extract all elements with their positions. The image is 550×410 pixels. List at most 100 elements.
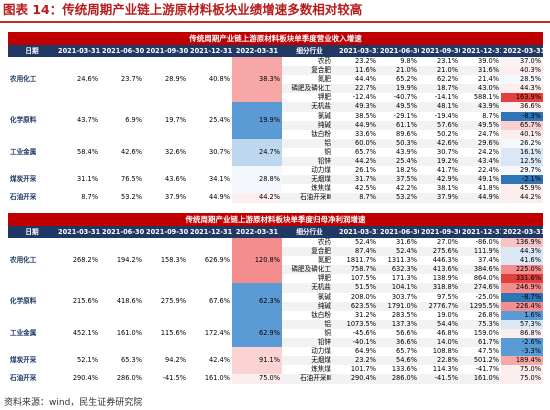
subindustry-name: 钾肥: [282, 93, 337, 103]
group-value: 44.9%: [188, 193, 232, 203]
subindustry-name: 氮肥: [282, 256, 337, 266]
subindustry-value: 25.4%: [378, 157, 419, 167]
subindustry-value: 246.9%: [501, 283, 543, 293]
subindustry-value: 48.1%: [419, 102, 460, 112]
header-cell: 2021-06-30: [100, 45, 144, 57]
subindustry-value: 22.7%: [337, 84, 378, 94]
subindustry-value: 283.5%: [378, 310, 419, 320]
subindustry-value: -40.7%: [378, 93, 419, 103]
subindustry-value: 38.5%: [337, 111, 378, 121]
header-cell: 日期: [8, 45, 56, 57]
figure-title: 图表 14：传统周期产业链上游原材料板块业绩增速多数相对较高: [3, 2, 363, 17]
subindustry-value: 290.4%: [337, 374, 378, 384]
group-value: 275.9%: [144, 283, 188, 320]
subindustry-value: 19.0%: [419, 310, 460, 320]
subindustry-value: 1791.0%: [378, 301, 419, 311]
subindustry-value: -14.1%: [419, 93, 460, 103]
group-value: 25.4%: [188, 102, 232, 139]
subindustry-value: 864.0%: [460, 274, 501, 284]
subindustry-value: 51.5%: [337, 283, 378, 293]
subindustry-value: 54.6%: [378, 356, 419, 366]
table-row: 无烟煤 23.2% 54.6% 22.8% 501.2% 189.4%: [8, 356, 543, 366]
group-value: 58.4%: [56, 138, 100, 167]
subindustry-value: 57.6%: [419, 120, 460, 130]
profit-growth-table: 日期 2021-03-31 2021-06-30 2021-09-30 2021-12-…: [8, 226, 543, 384]
subindustry-value: -8.3%: [501, 111, 543, 121]
table-row: 煤炭开采 31.1% 76.5% 43.6% 34.1% 28.8% 动力煤 26.1% 18.…: [8, 166, 543, 194]
subindustry-value: -2.6%: [501, 338, 543, 348]
subindustry-value: 501.2%: [460, 356, 501, 366]
profit-banner-title: 传统周期产业链上游原材料板块单季度归母净利润增速: [8, 213, 543, 226]
subindustry-name: 铜: [282, 328, 337, 339]
group-value: 34.1%: [188, 166, 232, 194]
group-value: 24.7%: [232, 138, 282, 167]
subindustry-name: 炼焦煤: [282, 365, 337, 375]
subindustry-value: 56.6%: [378, 328, 419, 339]
subindustry-value: 97.5%: [419, 292, 460, 302]
header-cell: 2021-09-30: [419, 226, 460, 238]
subindustry-value: 23.2%: [337, 356, 378, 366]
subindustry-value: 44.2%: [501, 193, 543, 203]
table-row: 化学原料 215.6% 418.6% 275.9% 67.6% 62.3% 无机盐 51.5%…: [8, 283, 543, 320]
group-value: 94.2%: [144, 347, 188, 375]
header-cell: 2021-06-30: [100, 226, 144, 238]
subindustry-value: 40.3%: [501, 66, 543, 76]
subindustry-value: 16.1%: [501, 147, 543, 158]
group-value: 30.7%: [188, 138, 232, 167]
subindustry-value: 44.3%: [501, 247, 543, 257]
group-value: 31.1%: [56, 166, 100, 194]
subindustry-value: 65.7%: [337, 147, 378, 158]
subindustry-value: 49.5%: [378, 102, 419, 112]
group-value: 42.6%: [100, 138, 144, 167]
subindustry-value: 30.7%: [419, 147, 460, 158]
group-value: 286.0%: [100, 374, 144, 384]
subindustry-value: 75.3%: [460, 319, 501, 329]
subindustry-name: 磷肥及磷化工: [282, 84, 337, 94]
subindustry-name: 氮肥: [282, 75, 337, 85]
header-cell: 2022-03-31: [232, 45, 282, 57]
group-value: 268.2%: [56, 238, 100, 284]
subindustry-value: 226.4%: [501, 301, 543, 311]
group-value: 43.7%: [56, 102, 100, 139]
header-cell: 2021-03-31: [56, 45, 100, 57]
subindustry-value: 41.8%: [460, 184, 501, 194]
header-cell: 2021-09-30: [144, 226, 188, 238]
revenue-table-header: 日期 2021-03-31 2021-06-30 2021-09-30 2021-12-…: [8, 45, 543, 57]
subindustry-name: 石油开采Ⅲ: [282, 374, 337, 384]
subindustry-value: 50.2%: [419, 129, 460, 139]
subindustry-value: 61.1%: [378, 120, 419, 130]
subindustry-value: 37.9%: [419, 193, 460, 203]
subindustry-value: 24.7%: [460, 129, 501, 139]
header-cell: 2021-03-31: [337, 226, 378, 238]
subindustry-value: 171.3%: [378, 274, 419, 284]
subindustry-value: 1811.7%: [337, 256, 378, 266]
group-value: 194.2%: [100, 238, 144, 284]
header-cell: 2021-12-31: [460, 45, 501, 57]
subindustry-value: 65.7%: [378, 347, 419, 357]
subindustry-name: 氯碱: [282, 111, 337, 121]
subindustry-value: 136.9%: [501, 238, 543, 248]
subindustry-value: -3.3%: [501, 347, 543, 357]
table-row: 无烟煤 31.7% 37.5% 42.9% 49.1% -2.1%: [8, 175, 543, 185]
subindustry-value: 1.6%: [501, 310, 543, 320]
subindustry-value: 225.0%: [501, 265, 543, 275]
group-value: 290.4%: [56, 374, 100, 384]
group-value: 38.3%: [232, 57, 282, 103]
group-value: 40.8%: [188, 57, 232, 103]
group-value: 158.3%: [144, 238, 188, 284]
group-name: 石油开采: [8, 193, 56, 203]
subindustry-value: 75.0%: [501, 365, 543, 375]
subindustry-value: 42.5%: [337, 184, 378, 194]
header-cell: 2021-12-31: [188, 45, 232, 57]
subindustry-value: -8.7%: [501, 292, 543, 302]
group-value: 23.7%: [100, 57, 144, 103]
subindustry-value: 31.6%: [460, 66, 501, 76]
header-cell: 2021-03-31: [56, 226, 100, 238]
group-value: 91.1%: [232, 347, 282, 375]
group-value: 53.2%: [100, 193, 144, 203]
subindustry-value: 43.9%: [460, 102, 501, 112]
subindustry-value: 53.2%: [378, 193, 419, 203]
table-row: 石油开采 290.4% 286.0% -41.5% 161.0% 75.0% 石油开采Ⅲ 29…: [8, 374, 543, 384]
subindustry-value: 61.7%: [460, 338, 501, 348]
subindustry-value: -29.1%: [378, 111, 419, 121]
